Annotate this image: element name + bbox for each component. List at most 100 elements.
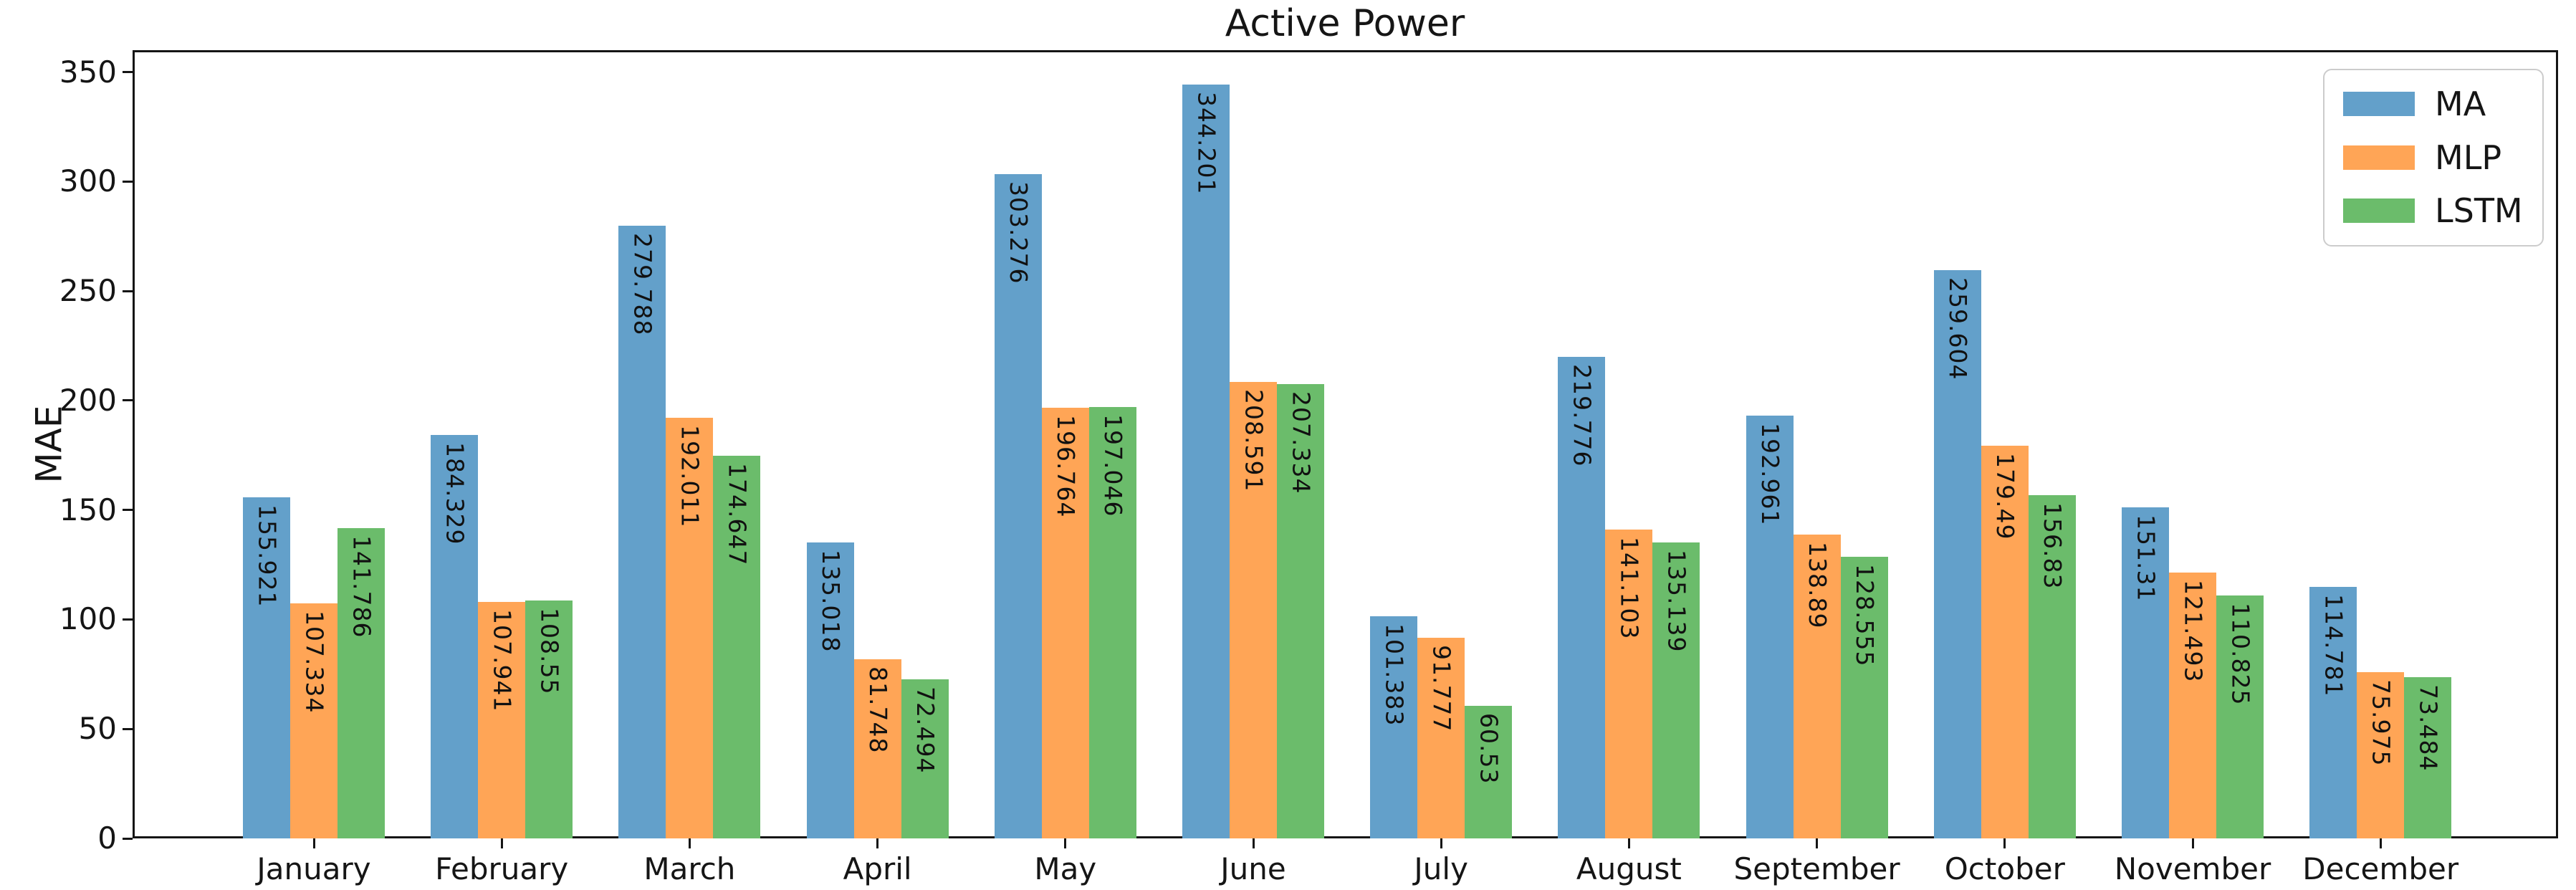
bar-ma-november [2122,507,2169,838]
x-tick-label-november: November [2114,851,2271,886]
y-tick-label-100: 100 [59,601,117,637]
bar-value-lstm-november: 110.825 [2226,603,2255,706]
x-tick-mark-june [1252,838,1255,848]
bar-ma-january [243,497,290,838]
x-tick-label-june: June [1220,851,1286,886]
bar-mlp-january [290,603,337,838]
bar-mlp-september [1793,534,1841,838]
x-tick-label-august: August [1576,851,1682,886]
x-tick-mark-may [1064,838,1067,848]
x-tick-mark-september [1816,838,1819,848]
bar-value-mlp-june: 208.591 [1240,388,1268,492]
y-tick-label-200: 200 [59,382,117,418]
x-tick-mark-november [2191,838,2194,848]
y-tick-label-350: 350 [59,54,117,90]
y-tick-mark-0 [123,837,133,840]
legend-item-lstm: LSTM [2343,193,2524,229]
legend-label-lstm: LSTM [2435,191,2523,231]
bar-value-lstm-february: 108.55 [535,608,564,695]
bar-ma-march [618,226,666,838]
bar-ma-december [2309,587,2357,838]
bar-mlp-march [666,418,714,838]
bar-ma-september [1746,416,1794,838]
bar-value-ma-october: 259.604 [1944,277,1973,381]
y-tick-label-0: 0 [97,820,117,856]
bar-value-mlp-september: 138.89 [1803,541,1832,629]
x-tick-label-may: May [1034,851,1097,886]
x-tick-label-july: July [1414,851,1468,886]
bar-lstm-may [1088,406,1136,838]
legend-label-ma: MA [2435,85,2486,123]
x-tick-label-april: April [843,851,912,886]
bar-value-mlp-may: 196.764 [1052,414,1081,518]
x-tick-mark-january [312,838,315,848]
bar-value-ma-january: 155.921 [253,504,282,608]
x-tick-mark-july [1440,838,1442,848]
bar-value-ma-september: 192.961 [1756,423,1784,526]
bar-value-lstm-december: 73.484 [2414,684,2443,772]
y-tick-mark-150 [123,509,133,512]
x-tick-label-december: December [2302,851,2459,886]
x-tick-mark-february [500,838,503,848]
legend: MA MLP LSTM [2323,69,2544,247]
bar-ma-october [1933,269,1981,838]
x-tick-label-october: October [1944,851,2065,886]
chart-title: Active Power [1225,2,1465,45]
bar-value-lstm-january: 141.786 [348,535,376,638]
legend-swatch-mlp [2343,145,2415,170]
bar-value-mlp-march: 192.011 [676,425,704,528]
bar-value-mlp-april: 81.748 [863,666,892,754]
bar-value-mlp-august: 141.103 [1615,536,1644,640]
bar-mlp-october [1981,445,2029,838]
bar-mlp-june [1230,381,1277,838]
bar-value-lstm-april: 72.494 [911,686,939,774]
legend-label-mlp: MLP [2435,138,2502,177]
x-tick-label-february: February [435,851,569,886]
bar-value-ma-march: 279.788 [628,233,657,336]
x-tick-label-september: September [1733,851,1900,886]
bar-value-ma-november: 151.31 [2132,514,2160,602]
legend-item-ma: MA [2343,86,2524,123]
y-tick-mark-350 [123,71,133,74]
bar-lstm-june [1277,384,1324,838]
y-tick-label-150: 150 [59,492,117,527]
bar-lstm-january [337,527,385,838]
bar-lstm-october [2028,494,2076,838]
x-tick-mark-october [2003,838,2006,848]
x-tick-mark-december [2379,838,2382,848]
bar-ma-april [806,542,854,838]
bar-mlp-july [1417,637,1465,838]
y-tick-label-50: 50 [78,711,117,747]
bar-lstm-november [2216,595,2264,838]
bar-lstm-august [1652,542,1700,838]
y-tick-label-250: 250 [59,273,117,309]
y-tick-mark-50 [123,727,133,730]
bar-value-ma-may: 303.276 [1005,181,1033,284]
legend-swatch-lstm [2343,198,2415,224]
bar-value-mlp-october: 179.49 [1991,452,2020,540]
bar-lstm-december [2404,677,2452,838]
bar-mlp-november [2169,572,2216,838]
bar-lstm-february [525,600,573,838]
bar-mlp-may [1041,407,1089,838]
bar-mlp-february [478,602,526,838]
bar-value-lstm-august: 135.139 [1662,550,1691,653]
bar-ma-june [1182,85,1230,838]
bar-ma-july [1370,616,1418,838]
bar-value-ma-august: 219.776 [1568,364,1596,467]
bar-lstm-july [1465,706,1513,838]
bar-mlp-april [853,659,901,838]
x-tick-mark-april [876,838,879,848]
x-tick-label-march: March [643,851,736,886]
bar-value-mlp-december: 75.975 [2367,679,2395,767]
bar-lstm-september [1840,557,1888,838]
bar-ma-august [1558,357,1606,838]
bar-value-ma-june: 344.201 [1192,92,1221,195]
bar-value-lstm-september: 128.555 [1850,564,1879,667]
bar-value-lstm-may: 197.046 [1099,413,1128,517]
legend-swatch-ma [2343,92,2415,117]
y-tick-mark-300 [123,180,133,183]
bar-mlp-december [2357,671,2405,838]
bar-value-lstm-march: 174.647 [723,463,752,566]
bar-value-lstm-july: 60.53 [1475,713,1503,785]
